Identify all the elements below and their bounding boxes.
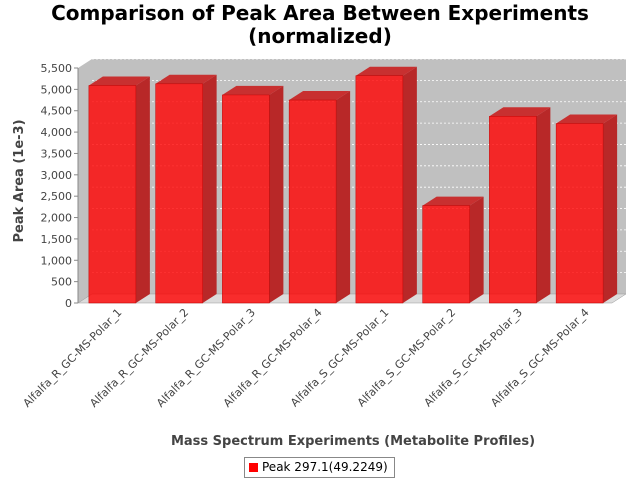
bar-front bbox=[222, 94, 270, 304]
chart-title-line-2: (normalized) bbox=[248, 24, 392, 48]
y-tick-label: 2,500 bbox=[41, 190, 73, 203]
y-tick-label: 1,000 bbox=[41, 254, 73, 267]
y-tick-label: 1,500 bbox=[41, 233, 73, 246]
y-tick-label: 2,000 bbox=[41, 212, 73, 225]
bar-side bbox=[202, 74, 217, 304]
bar-side bbox=[336, 91, 351, 303]
bar-top bbox=[556, 114, 618, 124]
bar bbox=[489, 107, 551, 304]
bar-front bbox=[489, 116, 537, 304]
bar-side bbox=[269, 85, 284, 303]
y-tick-label: 0 bbox=[65, 297, 72, 310]
bar bbox=[555, 114, 618, 304]
bar-top bbox=[222, 85, 284, 95]
y-tick-label: 4,000 bbox=[41, 126, 73, 139]
legend-swatch bbox=[249, 463, 258, 472]
bar bbox=[222, 85, 284, 304]
bar-side bbox=[135, 76, 150, 303]
y-tick-label: 5,000 bbox=[41, 83, 73, 96]
bar-front bbox=[288, 99, 337, 304]
y-axis: 0 500 1,000 1,500 2,000 2,500 3,000 3,500 4,000 4… bbox=[41, 62, 79, 310]
y-tick-label: 4,500 bbox=[41, 105, 73, 118]
chart-title: Comparison of Peak Area Between Experime… bbox=[0, 2, 640, 48]
bar bbox=[355, 66, 417, 304]
y-tick-label: 3,500 bbox=[41, 147, 73, 160]
bar-side bbox=[603, 114, 618, 303]
bar bbox=[88, 76, 150, 304]
bar-side bbox=[536, 107, 551, 303]
y-axis-label: Peak Area (1e-3) bbox=[12, 119, 27, 242]
bar bbox=[288, 91, 351, 304]
y-tick-label: 3,000 bbox=[41, 169, 73, 182]
bars bbox=[88, 66, 618, 304]
bar-side bbox=[469, 196, 484, 303]
bar-front bbox=[355, 75, 404, 304]
chart-title-line-1: Comparison of Peak Area Between Experime… bbox=[51, 1, 589, 25]
legend: Peak 297.1(49.2249) bbox=[244, 457, 395, 478]
y-tick-label: 5,500 bbox=[41, 62, 73, 75]
bar-top bbox=[88, 76, 150, 86]
bar-top bbox=[422, 196, 484, 206]
bar-front bbox=[422, 205, 470, 304]
bar-top bbox=[289, 91, 351, 101]
bar-front bbox=[555, 123, 604, 304]
bar-side bbox=[402, 66, 417, 303]
bar-top bbox=[489, 107, 551, 117]
x-axis-categories: Alfalfa_R_GC-MS-Polar_1Alfalfa_R_GC-MS-P… bbox=[21, 306, 592, 410]
legend-label: Peak 297.1(49.2249) bbox=[262, 460, 388, 474]
x-axis-label: Mass Spectrum Experiments (Metabolite Pr… bbox=[171, 434, 535, 449]
bar bbox=[155, 74, 217, 304]
bar-top bbox=[155, 74, 217, 84]
bar-front bbox=[155, 83, 203, 304]
bar-front bbox=[88, 85, 137, 304]
y-tick-label: 500 bbox=[51, 276, 72, 289]
bar-top bbox=[355, 66, 417, 76]
bar bbox=[422, 196, 484, 304]
